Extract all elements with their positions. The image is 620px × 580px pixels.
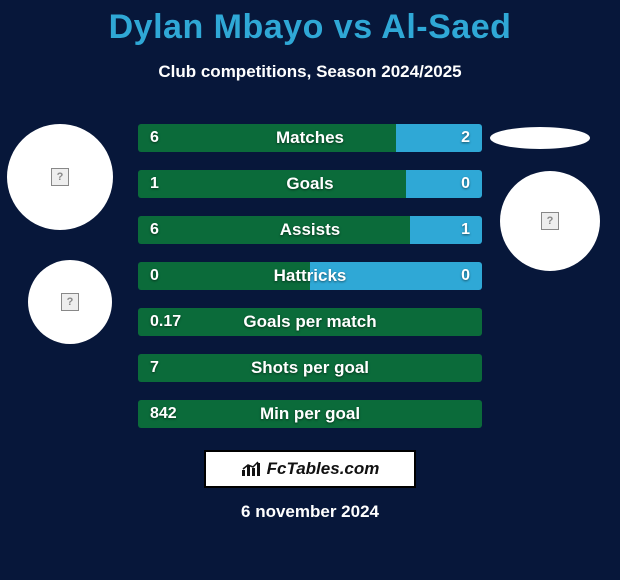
stat-seg-left <box>138 216 410 244</box>
stat-row: Shots per goal7 <box>138 354 482 382</box>
stat-row: Goals per match0.17 <box>138 308 482 336</box>
image-placeholder-icon: ? <box>61 293 79 311</box>
club-left-avatar: ? <box>28 260 112 344</box>
player-right-ellipse <box>490 127 590 149</box>
stat-seg-left <box>138 400 482 428</box>
stat-seg-left <box>138 170 406 198</box>
stat-seg-right <box>410 216 482 244</box>
brand-badge: FcTables.com <box>204 450 416 488</box>
image-placeholder-icon: ? <box>51 168 69 186</box>
stat-seg-right <box>310 262 482 290</box>
stat-seg-left <box>138 124 396 152</box>
stat-row: Hattricks00 <box>138 262 482 290</box>
brand-text: FcTables.com <box>267 459 380 479</box>
stat-row: Min per goal842 <box>138 400 482 428</box>
stat-row: Assists61 <box>138 216 482 244</box>
comparison-bars: Matches62 Goals10 Assists61 Hattricks00 Goal… <box>138 124 482 446</box>
page-subtitle: Club competitions, Season 2024/2025 <box>0 62 620 82</box>
stat-row: Matches62 <box>138 124 482 152</box>
stat-seg-left <box>138 308 482 336</box>
chart-icon <box>241 461 261 477</box>
stat-seg-left <box>138 354 482 382</box>
stat-row: Goals10 <box>138 170 482 198</box>
stat-seg-right <box>406 170 482 198</box>
footer-date: 6 november 2024 <box>0 502 620 522</box>
club-right-avatar: ? <box>500 171 600 271</box>
stat-seg-left <box>138 262 310 290</box>
page-title: Dylan Mbayo vs Al-Saed <box>0 8 620 47</box>
image-placeholder-icon: ? <box>541 212 559 230</box>
player-left-avatar: ? <box>7 124 113 230</box>
stat-seg-right <box>396 124 482 152</box>
